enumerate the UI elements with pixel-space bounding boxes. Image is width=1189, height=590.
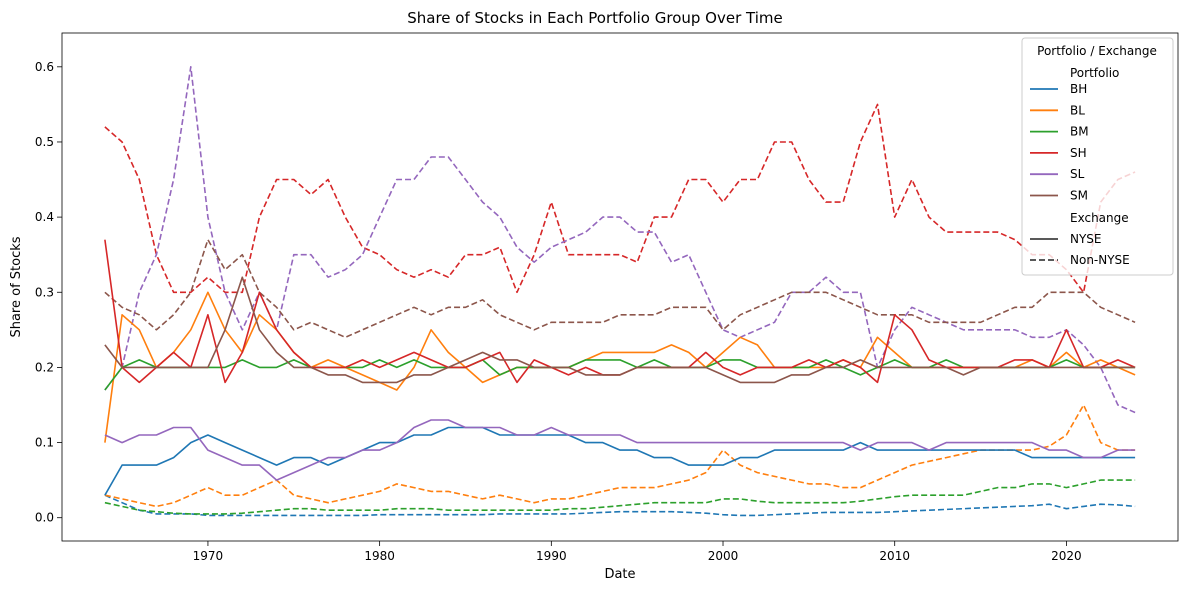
x-tick-label: 2020	[1051, 549, 1082, 563]
x-tick-label: 1990	[536, 549, 567, 563]
y-tick-label: 0.5	[35, 135, 54, 149]
series-line-bh-non-nyse	[104, 494, 1136, 517]
y-tick-label: 0.1	[35, 436, 54, 450]
series-line-sm-nyse	[104, 276, 1136, 384]
chart-title: Share of Stocks in Each Portfolio Group …	[407, 9, 782, 27]
y-tick-label: 0.6	[35, 60, 54, 74]
legend-label-nyse: NYSE	[1070, 232, 1102, 246]
series-layer	[104, 66, 1136, 517]
series-line-sh-non-nyse	[104, 103, 1136, 294]
x-tick-label: 2000	[708, 549, 739, 563]
series-line-bm-non-nyse	[104, 479, 1136, 515]
y-tick-label: 0.2	[35, 360, 54, 374]
y-tick-label: 0.4	[35, 210, 54, 224]
legend-portfolio-header: Portfolio	[1070, 66, 1119, 80]
legend-label-bl: BL	[1070, 103, 1085, 117]
y-axis-label: Share of Stocks	[9, 236, 24, 337]
plot-area	[61, 32, 1179, 542]
legend-label-sl: SL	[1070, 167, 1085, 181]
legend-exchange-header: Exchange	[1070, 211, 1129, 225]
legend-portfolio-entries: BH BL BM SH SL SM	[1030, 82, 1089, 203]
x-tick-label: 1980	[364, 549, 395, 563]
legend-label-bh: BH	[1070, 82, 1087, 96]
series-line-sl-non-nyse	[104, 66, 1136, 414]
series-line-bh-nyse	[104, 426, 1136, 496]
y-axis: 0.0 0.1 0.2 0.3 0.4 0.5 0.6	[35, 60, 62, 525]
x-axis: 1970 1980 1990 2000 2010 2020	[193, 541, 1082, 563]
legend-label-sm: SM	[1070, 189, 1088, 203]
legend-title: Portfolio / Exchange	[1037, 44, 1157, 58]
x-tick-label: 2010	[879, 549, 910, 563]
legend-label-sh: SH	[1070, 146, 1087, 160]
legend-exchange-entries: NYSE Non-NYSE	[1030, 232, 1130, 267]
series-line-sl-nyse	[104, 419, 1136, 481]
plot-frame	[61, 32, 1179, 542]
y-tick-label: 0.3	[35, 285, 54, 299]
legend-label-bm: BM	[1070, 125, 1089, 139]
legend-label-non-nyse: Non-NYSE	[1070, 253, 1130, 267]
legend-box	[1021, 37, 1174, 276]
x-tick-label: 1970	[193, 549, 224, 563]
x-axis-label: Date	[604, 567, 635, 582]
y-tick-label: 0.0	[35, 511, 54, 525]
legend: Portfolio / Exchange Portfolio BH BL BM SH S…	[1021, 37, 1174, 276]
series-line-sm-non-nyse	[104, 238, 1136, 339]
